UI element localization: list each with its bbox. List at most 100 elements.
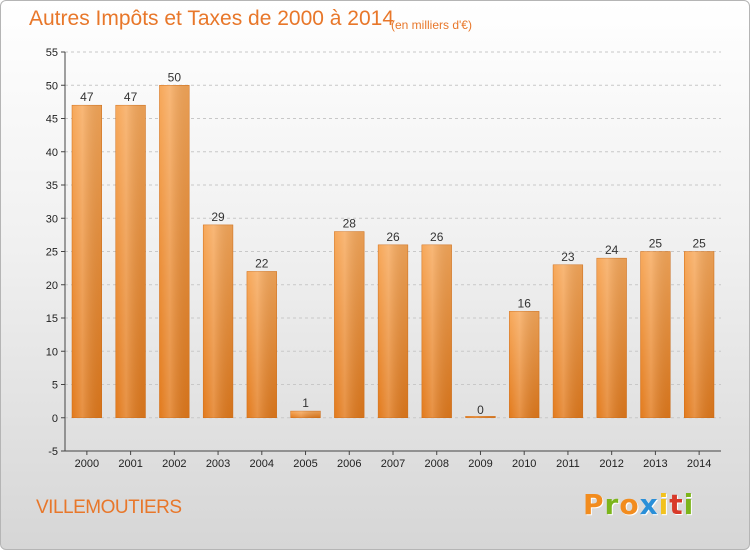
y-tick-label: 0	[52, 413, 58, 425]
bar-2000	[71, 104, 102, 418]
bar-2002	[159, 85, 190, 418]
logo-letter: o	[619, 488, 640, 521]
x-tick-label: 2007	[381, 458, 405, 470]
bar-value-label: 23	[561, 250, 575, 264]
x-tick-label: 2005	[293, 458, 317, 470]
y-tick: -5	[48, 446, 65, 458]
logo-letter: t	[669, 488, 684, 521]
y-tick-label: 45	[46, 114, 58, 126]
x-tick: 2012	[599, 451, 624, 470]
y-tick: 30	[46, 213, 65, 225]
bar-value-label: 47	[124, 90, 138, 104]
bar-value-label: 0	[477, 403, 484, 417]
x-tick-label: 2000	[75, 458, 99, 470]
x-tick-label: 2011	[556, 458, 580, 470]
bar-value-label: 25	[692, 237, 706, 251]
bar-value-label: 1	[302, 396, 309, 410]
chart-title: Autres Impôts et Taxes de 2000 à 2014	[29, 7, 395, 30]
x-tick-label: 2002	[162, 458, 186, 470]
bar-value-label: 25	[649, 237, 663, 251]
bar-2013	[640, 251, 671, 418]
x-axis: 2000 2001 2002 2003 2004 2005 2006 2007 2008 2009…	[65, 450, 721, 470]
bar-value-label: 26	[430, 230, 444, 244]
chart-subtitle: (en milliers d'€)	[391, 18, 472, 32]
y-tick: 5	[52, 380, 65, 392]
y-tick: 50	[46, 80, 65, 92]
bar-2007	[377, 244, 409, 418]
bar-value-label: 16	[518, 296, 532, 310]
x-tick-label: 2010	[512, 458, 536, 470]
y-tick: 55	[46, 47, 65, 59]
bar-2008	[421, 244, 452, 418]
logo-letter: i	[683, 488, 695, 521]
x-tick-label: 2004	[250, 458, 274, 470]
bar-value-label: 28	[343, 217, 357, 231]
x-tick: 2001	[118, 451, 143, 470]
bar-2006	[334, 231, 365, 418]
y-tick-label: 30	[46, 213, 58, 225]
y-tick: 35	[46, 180, 65, 192]
x-tick: 2013	[643, 451, 668, 470]
y-axis: -5 0 5 10 15 20 25 30 35 40 45 50 55	[46, 47, 66, 458]
y-tick: 10	[46, 346, 65, 358]
x-tick-label: 2014	[687, 458, 711, 470]
y-tick-label: 25	[46, 247, 58, 259]
bar-2004	[246, 271, 277, 419]
x-tick: 2008	[424, 451, 449, 470]
bar-value-label: 29	[211, 210, 225, 224]
x-tick-label: 2013	[643, 458, 667, 470]
y-tick-label: 5	[52, 380, 58, 392]
bar-value-label: 26	[386, 230, 400, 244]
y-tick-label: 10	[46, 346, 58, 358]
bar-2003	[202, 224, 234, 418]
logo-letter: P	[583, 488, 605, 521]
bar-2010	[509, 311, 540, 419]
x-tick-label: 2003	[206, 458, 230, 470]
logo-letter: x	[639, 488, 659, 521]
y-tick: 15	[46, 313, 65, 325]
y-tick: 25	[46, 247, 65, 259]
x-tick-label: 2001	[118, 458, 142, 470]
x-tick: 2004	[250, 451, 274, 470]
bar-2005	[290, 410, 321, 419]
x-tick: 2011	[556, 451, 580, 470]
logo-letter: r	[604, 488, 620, 521]
logo-letter: i	[658, 488, 670, 521]
bar-value-label: 24	[605, 243, 619, 257]
x-tick: 2007	[381, 451, 405, 470]
x-tick-label: 2012	[599, 458, 623, 470]
bar-2014	[684, 251, 715, 418]
bar-value-label: 50	[168, 70, 182, 84]
x-tick: 2010	[512, 451, 536, 470]
y-tick-label: 20	[46, 280, 58, 292]
town-name: VILLEMOUTIERS	[36, 497, 182, 518]
x-tick: 2002	[162, 451, 187, 470]
x-tick-label: 2006	[337, 458, 361, 470]
y-tick-label: 40	[46, 147, 58, 159]
proxiti-logo[interactable]: Proxiti	[583, 488, 694, 521]
y-tick: 0	[52, 413, 65, 425]
x-tick-label: 2008	[424, 458, 448, 470]
y-tick-label: -5	[48, 446, 58, 458]
y-tick: 20	[46, 280, 65, 292]
x-tick: 2005	[293, 451, 318, 470]
y-tick-label: 50	[46, 80, 58, 92]
x-tick: 2003	[206, 451, 230, 470]
bar-2011	[552, 264, 584, 418]
x-tick: 2009	[468, 451, 493, 470]
y-tick-label: 15	[46, 313, 58, 325]
x-tick-label: 2009	[468, 458, 492, 470]
y-tick-label: 35	[46, 180, 58, 192]
x-tick: 2000	[75, 451, 99, 470]
bar-value-label: 47	[80, 90, 94, 104]
x-tick: 2006	[337, 451, 362, 470]
bar-2001	[115, 104, 146, 418]
y-tick-label: 55	[46, 47, 58, 59]
y-tick: 40	[46, 147, 65, 159]
bars: 47 47 50 29 22 1 28 26 26 0 16 23 24 25 25	[71, 70, 715, 419]
y-tick: 45	[46, 114, 65, 126]
bar-2012	[596, 257, 627, 418]
bar-value-label: 22	[255, 256, 269, 270]
